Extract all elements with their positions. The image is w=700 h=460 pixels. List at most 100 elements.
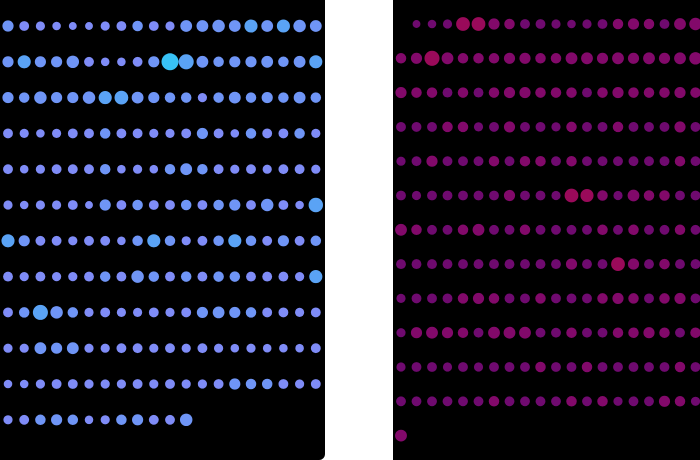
matrix-dot bbox=[566, 362, 577, 372]
matrix-dot bbox=[659, 258, 670, 270]
matrix-dot bbox=[551, 362, 561, 372]
matrix-dot bbox=[165, 271, 175, 282]
matrix-dot bbox=[535, 19, 546, 29]
matrix-dot bbox=[473, 87, 484, 98]
matrix-dot bbox=[582, 121, 592, 132]
matrix-dot bbox=[246, 343, 256, 353]
matrix-dot bbox=[116, 414, 127, 426]
matrix-dot bbox=[34, 56, 46, 68]
matrix-dot bbox=[68, 22, 77, 30]
matrix-dot bbox=[613, 190, 623, 201]
matrix-dot bbox=[410, 52, 423, 64]
matrix-dot bbox=[566, 87, 577, 98]
matrix-dot bbox=[643, 327, 655, 339]
matrix-dot bbox=[149, 128, 159, 138]
matrix-dot bbox=[628, 293, 639, 304]
matrix-dot bbox=[261, 92, 273, 104]
matrix-dot bbox=[310, 379, 321, 389]
matrix-dot bbox=[293, 91, 306, 104]
matrix-dot bbox=[165, 414, 175, 425]
matrix-dot bbox=[457, 53, 469, 64]
matrix-dot bbox=[396, 190, 406, 201]
matrix-dot bbox=[674, 224, 686, 236]
matrix-dot bbox=[262, 128, 273, 139]
matrix-dot bbox=[396, 156, 406, 166]
matrix-dot bbox=[100, 379, 110, 389]
matrix-dot bbox=[689, 52, 700, 65]
matrix-dot bbox=[116, 271, 127, 282]
matrix-dot bbox=[35, 414, 46, 426]
matrix-dot bbox=[442, 362, 453, 372]
matrix-dot bbox=[116, 307, 126, 317]
matrix-dot bbox=[535, 87, 546, 98]
matrix-dot bbox=[659, 156, 670, 167]
matrix-dot bbox=[566, 121, 577, 133]
matrix-dot bbox=[148, 307, 159, 318]
matrix-dot bbox=[309, 55, 323, 69]
matrix-dot bbox=[597, 19, 608, 29]
matrix-dot bbox=[396, 328, 406, 338]
matrix-dot bbox=[293, 55, 306, 68]
matrix-dot bbox=[488, 293, 500, 304]
matrix-dot bbox=[262, 271, 273, 282]
matrix-dot bbox=[32, 304, 48, 320]
matrix-dot bbox=[132, 20, 143, 32]
matrix-dot bbox=[441, 327, 454, 339]
matrix-dot bbox=[34, 91, 47, 104]
matrix-dot bbox=[213, 128, 224, 139]
matrix-dot bbox=[84, 379, 94, 389]
matrix-dot bbox=[582, 156, 592, 167]
matrix-dot bbox=[689, 17, 700, 31]
matrix-dot bbox=[520, 190, 530, 201]
matrix-dot bbox=[628, 121, 639, 132]
matrix-dot bbox=[19, 164, 29, 174]
matrix-dot bbox=[294, 164, 305, 175]
matrix-dot bbox=[228, 91, 241, 104]
matrix-dot bbox=[565, 258, 578, 270]
matrix-dot bbox=[197, 163, 208, 175]
matrix-dot bbox=[181, 236, 191, 246]
matrix-dot bbox=[503, 52, 516, 64]
matrix-dot bbox=[520, 362, 530, 372]
matrix-dot bbox=[396, 396, 406, 407]
matrix-dot bbox=[276, 19, 290, 33]
matrix-dot bbox=[67, 200, 78, 210]
matrix-dot bbox=[690, 224, 700, 235]
matrix-dot bbox=[597, 327, 608, 338]
matrix-dot bbox=[519, 87, 531, 99]
matrix-dot bbox=[1, 234, 15, 248]
matrix-dot bbox=[551, 293, 561, 304]
matrix-dot bbox=[278, 271, 289, 282]
matrix-dot bbox=[458, 190, 468, 201]
matrix-dot bbox=[473, 156, 484, 167]
matrix-dot bbox=[19, 379, 29, 389]
matrix-dot bbox=[165, 21, 175, 31]
matrix-dot bbox=[535, 190, 546, 201]
matrix-dot bbox=[520, 259, 530, 270]
matrix-dot bbox=[35, 235, 46, 246]
matrix-dot bbox=[100, 415, 110, 425]
matrix-dot bbox=[117, 164, 126, 174]
matrix-dot bbox=[442, 396, 453, 407]
matrix-dot bbox=[246, 271, 256, 282]
matrix-dot bbox=[68, 236, 78, 246]
matrix-dot bbox=[611, 257, 625, 271]
matrix-dot bbox=[519, 224, 531, 236]
matrix-dot bbox=[644, 362, 654, 372]
matrix-dot bbox=[99, 128, 111, 139]
matrix-dot bbox=[442, 19, 453, 29]
matrix-dot bbox=[551, 122, 561, 132]
matrix-dot bbox=[628, 362, 639, 372]
matrix-dot bbox=[214, 343, 224, 353]
matrix-dot bbox=[68, 272, 78, 282]
matrix-dot bbox=[132, 199, 143, 211]
matrix-dot bbox=[246, 164, 256, 175]
matrix-dot bbox=[212, 306, 225, 319]
matrix-dot bbox=[213, 164, 224, 175]
matrix-dot bbox=[643, 87, 655, 98]
matrix-dot bbox=[311, 128, 321, 138]
matrix-dot bbox=[582, 224, 592, 235]
matrix-dot bbox=[133, 307, 143, 317]
matrix-dot bbox=[295, 343, 304, 353]
matrix-dot bbox=[442, 87, 453, 98]
